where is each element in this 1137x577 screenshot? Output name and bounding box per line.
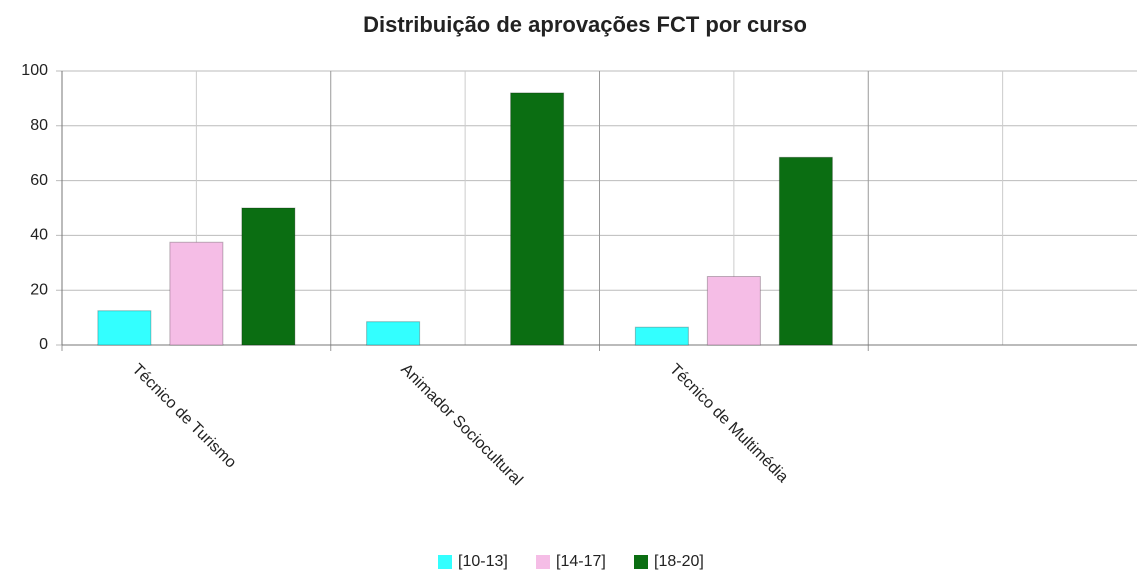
legend-label: [10-13] (458, 553, 508, 570)
bar (706, 276, 761, 346)
bar (169, 241, 224, 346)
bar (778, 156, 833, 346)
y-tick-label: 60 (30, 172, 48, 189)
y-tick-label: 40 (30, 227, 48, 244)
y-tick-label: 100 (21, 62, 48, 79)
x-tick-label: Técnico de Turismo (129, 361, 240, 472)
legend-label: [14-17] (556, 553, 606, 570)
legend-swatch (536, 555, 550, 569)
chart-title: Distribuição de aprovações FCT por curso (363, 12, 807, 37)
bar (241, 207, 296, 346)
bar (97, 310, 152, 346)
legend-swatch (634, 555, 648, 569)
bar (366, 321, 421, 346)
bar (510, 92, 565, 346)
y-tick-label: 20 (30, 281, 48, 298)
x-tick-label: Técnico de Multimédia (666, 361, 791, 486)
legend-label: [18-20] (654, 553, 704, 570)
legend-swatch (438, 555, 452, 569)
bar (634, 326, 689, 346)
x-tick-label: Animador Sociocultural (397, 361, 525, 489)
y-tick-label: 0 (39, 336, 48, 353)
y-tick-label: 80 (30, 117, 48, 134)
